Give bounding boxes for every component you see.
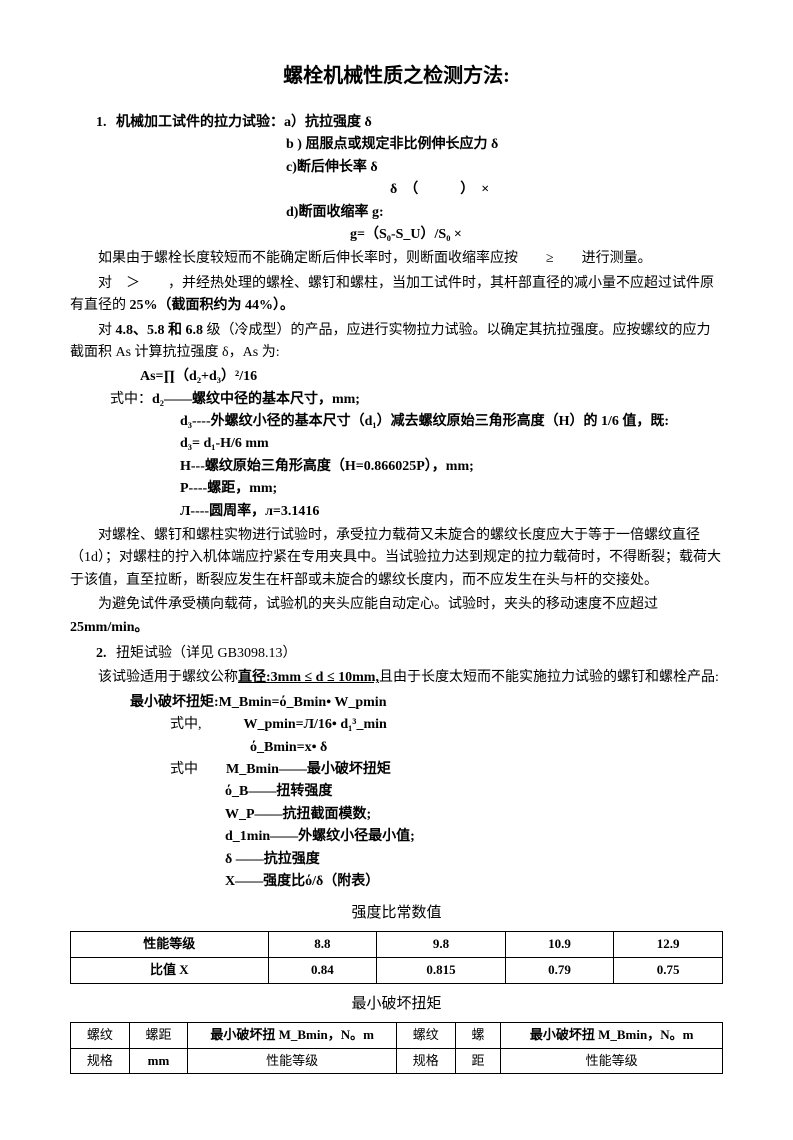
s1-item-b: b ) 屈服点或规定非比例伸长应力 δ <box>70 134 723 156</box>
table-row: 螺纹 螺距 最小破坏扭 M_Bmin，N。m 螺纹 螺 最小破坏扭 M_Bmin… <box>71 1022 723 1048</box>
def-H: H---螺纹原始三角形高度（H=0.866025P），mm; <box>70 456 723 478</box>
s1-p2b: 25%（截面积约为 44%）。 <box>130 298 295 313</box>
s1-p5a: 为避免试件承受横向载荷，试验机的夹头应能自动定心。试验时，夹头的移动速度不应超过 <box>98 597 658 612</box>
def-d2: 式中：d₂——螺纹中径的基本尺寸，mm; <box>70 389 723 411</box>
s1-item-c-tail: δ （ ） × <box>70 179 723 201</box>
t1-c1: 8.8 <box>268 932 377 958</box>
t2-b2: mm <box>129 1048 188 1074</box>
section-1-head: 机械加工试件的拉力试验：a）抗拉强度 δ <box>116 112 372 134</box>
def-P: P----螺距，mm; <box>70 478 723 500</box>
t1-h2: 比值 X <box>71 958 269 984</box>
as-formula: As=∏（d₂+d₃）²/16 <box>70 366 723 388</box>
m8: δ ——抗拉强度 <box>70 849 723 871</box>
t2-a1: 螺纹 <box>71 1022 130 1048</box>
def-pi: Л----圆周率，л=3.1416 <box>70 501 723 523</box>
table2-caption: 最小破坏扭矩 <box>70 992 723 1016</box>
t2-b1: 规格 <box>71 1048 130 1074</box>
table-row: 比值 X 0.84 0.815 0.79 0.75 <box>71 958 723 984</box>
t1-v4: 0.75 <box>614 958 723 984</box>
s1-item-c: c)断后伸长率 δ <box>70 157 723 179</box>
t2-b4: 规格 <box>396 1048 455 1074</box>
section-2-head: 扭矩试验（详见 GB3098.13） <box>116 643 296 665</box>
def-d3b: d₃= d₁-H/6 mm <box>70 433 723 455</box>
t2-a5: 螺 <box>455 1022 501 1048</box>
m2-row: 式中, W_pmin=Л/16• d₁³_min <box>70 714 723 736</box>
t1-c2: 9.8 <box>377 932 505 958</box>
g-formula: g=（S₀-S_U）/S₀ × <box>70 224 723 246</box>
t1-c4: 12.9 <box>614 932 723 958</box>
s1-item-d: d)断面收缩率 g: <box>70 202 723 224</box>
t2-b6: 性能等级 <box>501 1048 723 1074</box>
page-title: 螺栓机械性质之检测方法: <box>70 60 723 92</box>
min-torque-table: 螺纹 螺距 最小破坏扭 M_Bmin，N。m 螺纹 螺 最小破坏扭 M_Bmin… <box>70 1022 723 1075</box>
m1: 最小破坏扭矩:M_Bmin=ό_Bmin• W_pmin <box>70 692 723 714</box>
m5: ό_B——扭转强度 <box>70 781 723 803</box>
table1-caption: 强度比常数值 <box>70 901 723 925</box>
m7: d_1min——外螺纹小径最小值; <box>70 826 723 848</box>
s1-p1: 如果由于螺栓长度较短而不能确定断后伸长率时，则断面收缩率应按 ≥ 进行测量。 <box>70 248 723 270</box>
m2-pre: 式中, <box>170 717 202 732</box>
section-2-head-text: 扭矩试验（详见 GB3098.13） <box>116 646 296 661</box>
s2-p1a: 该试验适用于螺纹公称 <box>98 670 238 685</box>
t2-b3: 性能等级 <box>188 1048 397 1074</box>
def-d3a: d₃----外螺纹小径的基本尺寸（d₁）减去螺纹原始三角形高度（H）的 1/6 … <box>70 411 723 433</box>
s2-p1c: 且由于长度太短而不能实施拉力试验的螺钉和螺栓产品: <box>379 670 719 685</box>
m3: ό_Bmin=x• δ <box>70 737 723 759</box>
s1-p5b: 25mm/min。 <box>70 620 149 635</box>
t1-c3: 10.9 <box>505 932 614 958</box>
t2-a3: 最小破坏扭 M_Bmin，N。m <box>188 1022 397 1048</box>
t2-a6: 最小破坏扭 M_Bmin，N。m <box>501 1022 723 1048</box>
section-1-number: 1. <box>96 112 116 134</box>
t2-a4: 螺纹 <box>396 1022 455 1048</box>
strength-ratio-table: 性能等级 8.8 9.8 10.9 12.9 比值 X 0.84 0.815 0… <box>70 931 723 984</box>
def-pre: 式中： <box>110 392 152 407</box>
t2-a2: 螺距 <box>129 1022 188 1048</box>
table-row: 性能等级 8.8 9.8 10.9 12.9 <box>71 932 723 958</box>
def-d2-text: d₂——螺纹中径的基本尺寸，mm; <box>152 392 360 407</box>
m2: W_pmin=Л/16• d₁³_min <box>244 717 387 732</box>
t1-v2: 0.815 <box>377 958 505 984</box>
s1-p4: 对螺栓、螺钉和螺柱实物进行试验时，承受拉力载荷又未旋合的螺纹长度应大于等于一倍螺… <box>70 525 723 592</box>
s2-p1b: 直径:3mm ≤ d ≤ 10mm, <box>238 670 379 685</box>
s1-p2: 对 ＞ ，并经热处理的螺栓、螺钉和螺柱，当加工试件时，其杆部直径的减小量不应超过… <box>70 273 723 318</box>
s1-p3: 对 4.8、5.8 和 6.8 级（冷成型）的产品，应进行实物拉力试验。以确定其… <box>70 320 723 365</box>
s1-p3a: 对 <box>98 323 116 338</box>
t1-h1: 性能等级 <box>71 932 269 958</box>
t1-v1: 0.84 <box>268 958 377 984</box>
m6: W_P——抗扭截面模数; <box>70 804 723 826</box>
m4-pre: 式中 <box>170 762 198 777</box>
s1-p3b: 4.8、5.8 和 6.8 <box>116 323 204 338</box>
m9: X——强度比ό/δ（附表） <box>70 871 723 893</box>
s1-p5: 为避免试件承受横向载荷，试验机的夹头应能自动定心。试验时，夹头的移动速度不应超过… <box>70 594 723 639</box>
t1-v3: 0.79 <box>505 958 614 984</box>
t2-b5: 距 <box>455 1048 501 1074</box>
section-2-number: 2. <box>96 643 116 665</box>
m4: M_Bmin——最小破坏扭矩 <box>226 762 391 777</box>
table-row: 规格 mm 性能等级 规格 距 性能等级 <box>71 1048 723 1074</box>
s2-p1: 该试验适用于螺纹公称直径:3mm ≤ d ≤ 10mm,且由于长度太短而不能实施… <box>70 667 723 689</box>
m4-row: 式中 M_Bmin——最小破坏扭矩 <box>70 759 723 781</box>
